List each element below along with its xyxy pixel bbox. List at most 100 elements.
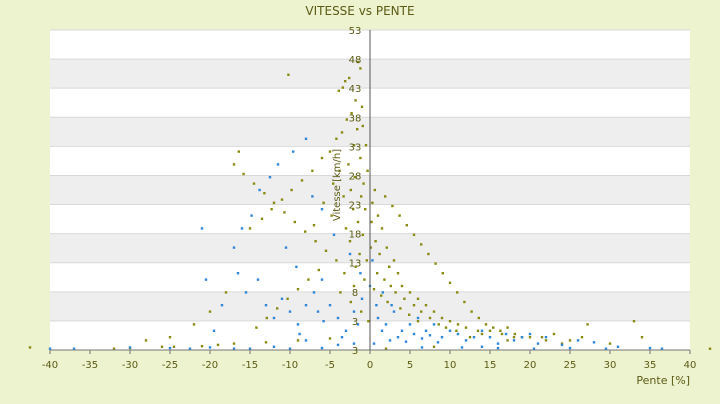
data-point bbox=[420, 310, 423, 313]
data-point bbox=[448, 320, 452, 323]
data-point bbox=[304, 304, 308, 307]
data-point bbox=[296, 323, 300, 326]
data-point bbox=[220, 304, 224, 307]
data-point bbox=[434, 262, 437, 265]
data-point bbox=[356, 128, 359, 131]
data-point bbox=[384, 323, 388, 326]
data-point bbox=[390, 304, 393, 307]
data-point bbox=[298, 332, 301, 336]
data-point bbox=[128, 346, 132, 349]
data-point bbox=[322, 320, 325, 323]
x-tick-label: -20 bbox=[202, 360, 218, 371]
data-point bbox=[568, 339, 572, 342]
data-point bbox=[283, 211, 286, 214]
y-tick-label: 43 bbox=[349, 84, 362, 95]
data-point bbox=[320, 208, 324, 211]
data-point bbox=[248, 227, 252, 230]
data-point bbox=[408, 291, 412, 294]
data-point bbox=[528, 336, 532, 339]
data-point bbox=[455, 329, 458, 332]
data-point bbox=[320, 278, 324, 281]
data-point bbox=[374, 240, 377, 243]
x-tick-label: 40 bbox=[684, 360, 697, 371]
data-point bbox=[375, 304, 378, 307]
x-tick-label: -15 bbox=[242, 360, 258, 371]
data-point bbox=[360, 195, 363, 198]
data-point bbox=[408, 313, 411, 316]
data-point bbox=[416, 316, 420, 320]
y-tick-label: 8 bbox=[352, 288, 358, 299]
data-point bbox=[268, 176, 272, 179]
data-point bbox=[448, 281, 452, 284]
data-point bbox=[276, 307, 279, 310]
data-point bbox=[403, 297, 406, 300]
data-point bbox=[398, 214, 401, 217]
data-point bbox=[364, 144, 368, 147]
y-axis-label: Vitesse [km/h] bbox=[332, 149, 343, 221]
data-point bbox=[383, 278, 386, 281]
data-point bbox=[552, 332, 556, 336]
data-point bbox=[365, 259, 368, 262]
data-point bbox=[342, 195, 345, 198]
x-tick-label: 0 bbox=[367, 360, 373, 371]
data-point bbox=[286, 297, 289, 300]
data-point bbox=[476, 329, 480, 332]
data-point bbox=[472, 336, 476, 339]
data-point bbox=[528, 332, 532, 336]
data-point bbox=[586, 323, 589, 326]
data-point bbox=[280, 297, 284, 300]
data-point bbox=[256, 278, 260, 281]
data-point bbox=[396, 272, 400, 275]
data-point bbox=[360, 297, 364, 300]
data-point bbox=[369, 246, 372, 249]
data-point bbox=[456, 323, 460, 326]
data-point bbox=[496, 346, 500, 350]
data-point bbox=[440, 316, 444, 320]
data-point bbox=[200, 227, 204, 230]
data-point bbox=[640, 336, 644, 339]
data-point bbox=[216, 343, 220, 347]
data-point bbox=[405, 224, 408, 227]
data-point bbox=[244, 291, 248, 294]
x-tick-label: -35 bbox=[82, 360, 98, 371]
data-point bbox=[373, 188, 376, 192]
data-point bbox=[344, 329, 348, 332]
data-point bbox=[399, 307, 402, 310]
data-point bbox=[255, 326, 258, 329]
data-point bbox=[388, 265, 391, 268]
y-tick-label: 53 bbox=[349, 26, 362, 37]
x-axis-label: Pente [%] bbox=[636, 374, 690, 387]
data-point bbox=[359, 272, 362, 275]
data-point bbox=[372, 288, 376, 291]
data-point bbox=[312, 291, 316, 294]
data-point bbox=[560, 343, 564, 347]
data-point bbox=[112, 347, 116, 350]
data-point bbox=[500, 332, 504, 336]
data-point bbox=[293, 220, 296, 224]
data-point bbox=[496, 342, 500, 345]
series-1 bbox=[48, 137, 664, 350]
y-tick-label: 38 bbox=[349, 113, 362, 124]
data-point bbox=[378, 252, 381, 256]
data-point bbox=[258, 188, 261, 192]
data-point bbox=[332, 182, 335, 185]
data-point bbox=[348, 76, 351, 80]
y-tick-label: 28 bbox=[349, 171, 362, 182]
data-point bbox=[568, 346, 572, 350]
data-point bbox=[340, 336, 344, 339]
data-point bbox=[304, 230, 307, 233]
data-point bbox=[484, 323, 488, 326]
data-point bbox=[272, 201, 276, 204]
data-point bbox=[347, 163, 350, 166]
data-point bbox=[359, 156, 362, 160]
data-point bbox=[361, 124, 364, 128]
data-point bbox=[358, 252, 361, 256]
data-point bbox=[337, 89, 340, 92]
data-point bbox=[513, 332, 516, 336]
data-point bbox=[335, 137, 338, 140]
data-point bbox=[427, 252, 430, 256]
data-point bbox=[336, 316, 340, 320]
data-point bbox=[608, 342, 612, 345]
data-point bbox=[232, 246, 236, 249]
data-point bbox=[400, 284, 404, 288]
